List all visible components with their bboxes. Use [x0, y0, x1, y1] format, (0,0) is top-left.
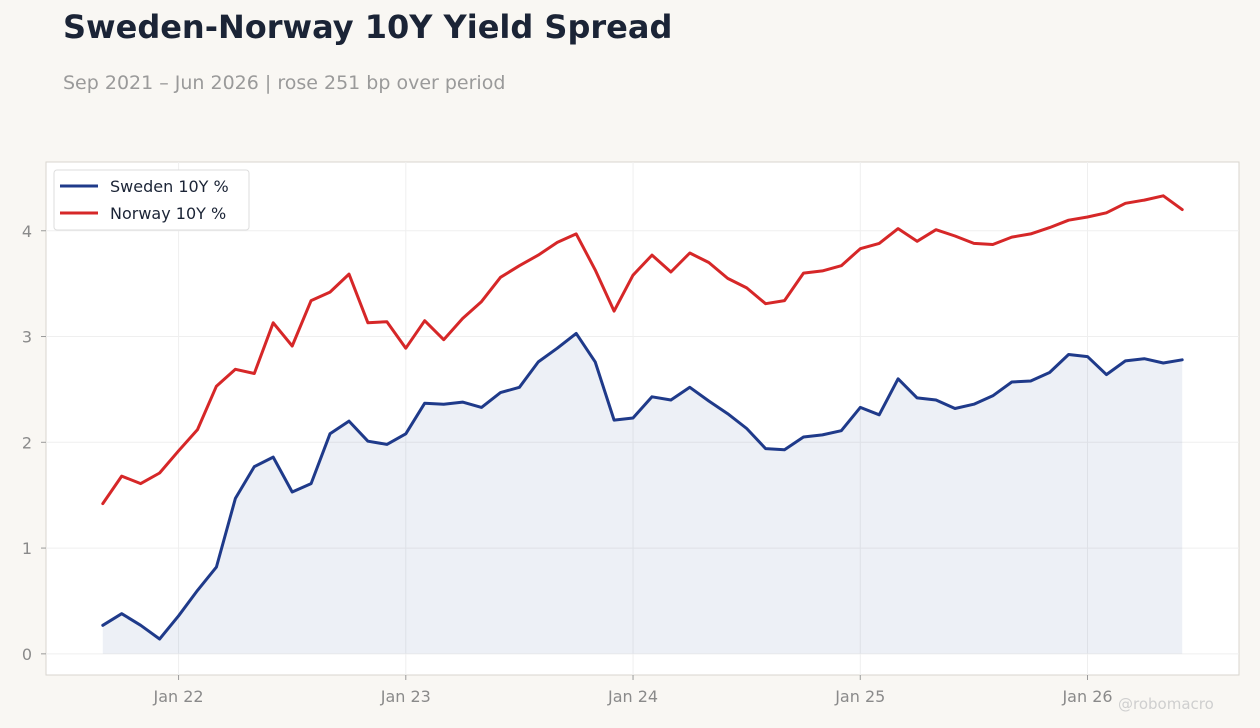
area-fill-layer [102, 333, 1183, 654]
x-tick-label: Jan 22 [153, 687, 204, 706]
chart-title: Sweden-Norway 10Y Yield Spread [63, 8, 673, 46]
legend-label-norway: Norway 10Y % [110, 204, 226, 223]
legend-label-sweden: Sweden 10Y % [110, 177, 229, 196]
y-tick-label: 1 [22, 539, 32, 558]
x-tick-label: Jan 24 [607, 687, 658, 706]
plot-area [45, 161, 1240, 676]
x-tick-label: Jan 25 [834, 687, 885, 706]
series-line-norway [101, 194, 1184, 506]
y-tick-label: 3 [22, 328, 32, 347]
legend-box [53, 169, 250, 231]
y-tick-label: 2 [22, 433, 32, 452]
axis-ticks: 0 1 2 3 4 Jan 22 Jan 23 Jan 24 Jan 25 Jan 26 [22, 222, 1113, 706]
area-fill-sweden [102, 333, 1183, 654]
x-tick-label: Jan 26 [1061, 687, 1112, 706]
series-lines-layer [101, 194, 1184, 641]
y-tick-label: 0 [22, 645, 32, 664]
x-tick-label: Jan 23 [380, 687, 431, 706]
series-line-sweden [101, 331, 1184, 641]
y-tick-label: 4 [22, 222, 32, 241]
chart-subtitle: Sep 2021 – Jun 2026 | rose 251 bp over p… [63, 72, 506, 94]
watermark: @robomacro [1118, 695, 1214, 713]
legend: Sweden 10Y % Norway 10Y % [53, 169, 250, 231]
